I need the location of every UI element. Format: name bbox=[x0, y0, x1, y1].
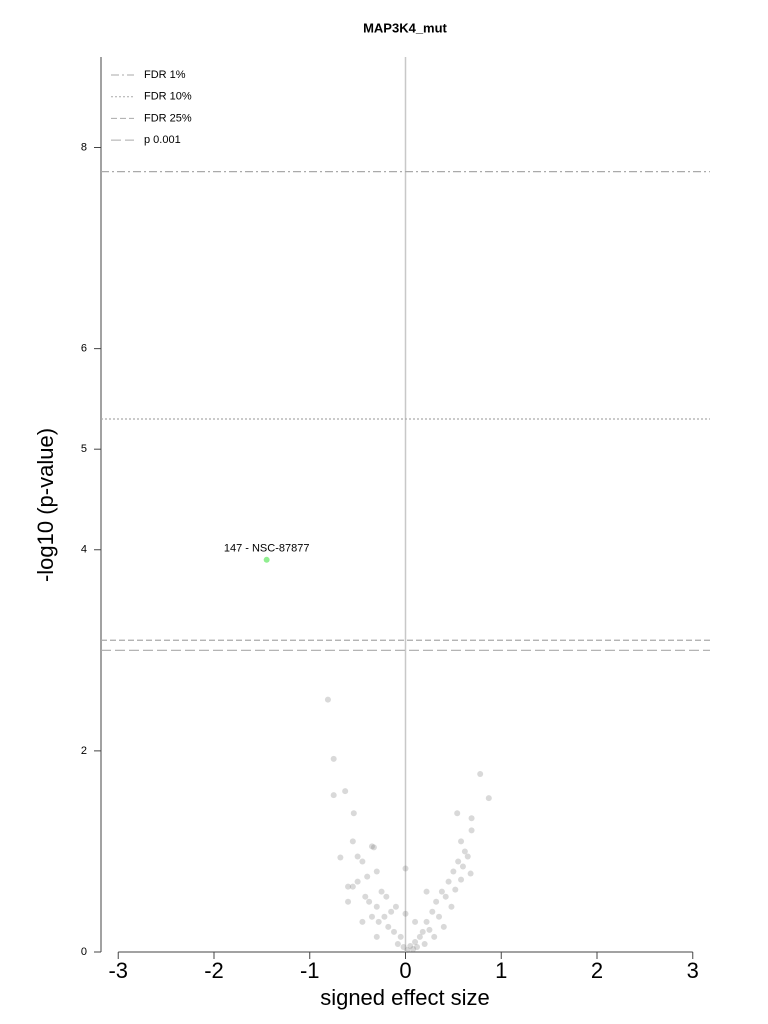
point bbox=[442, 893, 449, 900]
point bbox=[385, 923, 392, 930]
point bbox=[400, 943, 407, 950]
point bbox=[378, 888, 385, 895]
x-tick-label: -1 bbox=[300, 958, 320, 983]
point bbox=[426, 926, 433, 933]
point bbox=[362, 893, 369, 900]
point bbox=[485, 795, 492, 802]
legend-label: p 0.001 bbox=[144, 134, 181, 146]
point bbox=[445, 878, 452, 885]
point bbox=[436, 913, 443, 920]
point bbox=[345, 898, 352, 905]
point bbox=[392, 903, 399, 910]
y-tick-label: 8 bbox=[81, 141, 87, 153]
point bbox=[263, 556, 270, 563]
point bbox=[397, 933, 404, 940]
point bbox=[464, 853, 471, 860]
y-axis-label: -log10 (p-value) bbox=[33, 428, 58, 582]
point bbox=[438, 888, 445, 895]
point bbox=[421, 940, 428, 947]
point bbox=[407, 942, 414, 949]
point bbox=[373, 903, 380, 910]
point bbox=[477, 771, 484, 778]
point bbox=[370, 844, 377, 851]
y-tick-label: 2 bbox=[81, 745, 87, 757]
point bbox=[412, 938, 419, 945]
point bbox=[354, 878, 361, 885]
point bbox=[359, 858, 366, 865]
point bbox=[416, 933, 423, 940]
point bbox=[364, 873, 371, 880]
point bbox=[350, 810, 357, 817]
x-tick-label: 3 bbox=[687, 958, 699, 983]
point bbox=[337, 854, 344, 861]
x-tick-label: -3 bbox=[108, 958, 128, 983]
point bbox=[459, 863, 466, 870]
point bbox=[354, 853, 361, 860]
point bbox=[402, 910, 409, 917]
point bbox=[410, 945, 417, 952]
point bbox=[448, 903, 455, 910]
point bbox=[423, 918, 430, 925]
y-tick-label: 5 bbox=[81, 443, 87, 455]
point bbox=[359, 918, 366, 925]
point bbox=[402, 865, 409, 872]
y-tick-label: 6 bbox=[81, 343, 87, 355]
point bbox=[388, 908, 395, 915]
point bbox=[404, 946, 411, 953]
point bbox=[373, 933, 380, 940]
point bbox=[452, 886, 459, 893]
x-tick-label: -2 bbox=[204, 958, 224, 983]
point bbox=[458, 876, 465, 883]
point bbox=[324, 696, 331, 703]
point bbox=[450, 868, 457, 875]
point bbox=[431, 933, 438, 940]
point bbox=[440, 923, 447, 930]
point bbox=[342, 788, 349, 795]
y-tick-label: 4 bbox=[81, 544, 87, 556]
x-tick-label: 0 bbox=[399, 958, 411, 983]
point bbox=[330, 792, 337, 799]
point bbox=[412, 918, 419, 925]
point bbox=[413, 943, 420, 950]
legend-label: FDR 1% bbox=[144, 69, 186, 81]
point bbox=[349, 883, 356, 890]
point bbox=[419, 928, 426, 935]
point bbox=[468, 827, 475, 834]
x-axis-label: signed effect size bbox=[320, 985, 490, 1010]
point bbox=[454, 810, 461, 817]
point bbox=[381, 913, 388, 920]
point bbox=[391, 928, 398, 935]
point bbox=[468, 815, 475, 822]
point bbox=[433, 898, 440, 905]
point bbox=[368, 913, 375, 920]
point bbox=[423, 888, 430, 895]
point-label: 147 - NSC-87877 bbox=[224, 543, 310, 555]
point bbox=[458, 838, 465, 845]
point bbox=[345, 883, 352, 890]
point bbox=[368, 843, 375, 850]
point bbox=[394, 940, 401, 947]
chart-title: MAP3K4_mut bbox=[363, 20, 447, 35]
legend-label: FDR 10% bbox=[144, 91, 192, 103]
point bbox=[467, 870, 474, 877]
point bbox=[455, 858, 462, 865]
legend-label: FDR 25% bbox=[144, 112, 192, 124]
point bbox=[373, 868, 380, 875]
point bbox=[429, 908, 436, 915]
y-tick-label: 0 bbox=[81, 946, 87, 958]
point bbox=[383, 893, 390, 900]
point bbox=[349, 838, 356, 845]
point bbox=[375, 918, 382, 925]
point bbox=[330, 755, 337, 762]
point bbox=[366, 898, 373, 905]
point bbox=[461, 848, 468, 855]
x-tick-label: 1 bbox=[495, 958, 507, 983]
x-tick-label: 2 bbox=[591, 958, 603, 983]
